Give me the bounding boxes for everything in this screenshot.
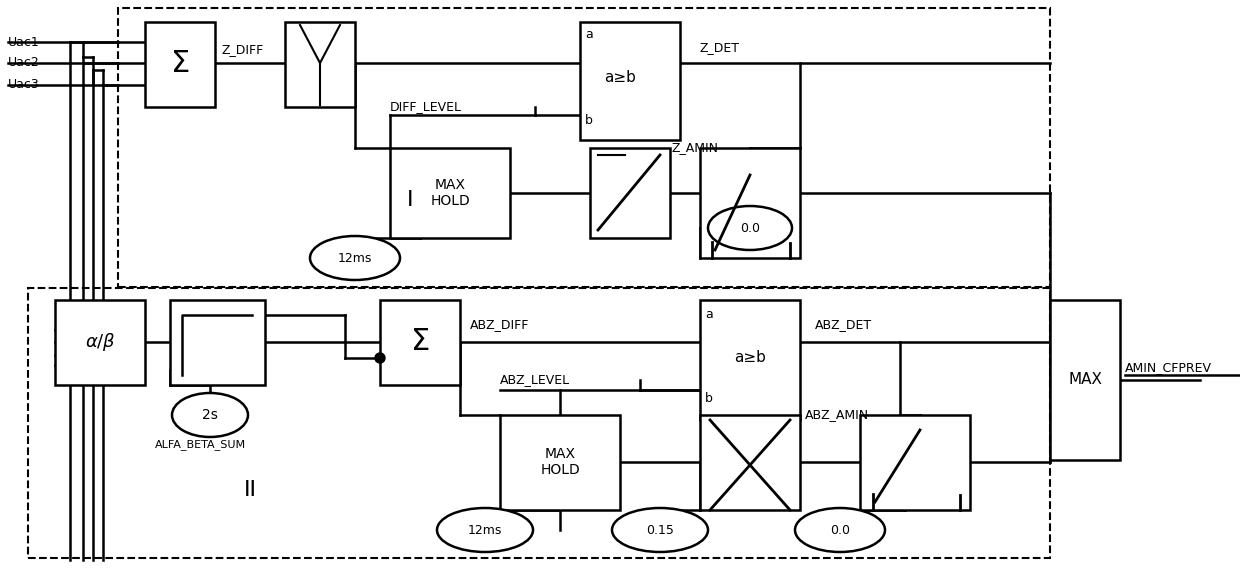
- Ellipse shape: [613, 508, 708, 552]
- Bar: [285, 22, 355, 107]
- Text: MAX
HOLD: MAX HOLD: [430, 178, 470, 208]
- Text: Uac2: Uac2: [7, 56, 40, 69]
- Bar: [861, 415, 970, 510]
- Text: Z_DIFF: Z_DIFF: [222, 44, 264, 56]
- Bar: [701, 300, 800, 420]
- Bar: [145, 22, 215, 107]
- Text: 0.15: 0.15: [646, 523, 673, 537]
- Text: Z_DET: Z_DET: [701, 41, 740, 55]
- Bar: [55, 300, 145, 385]
- Bar: [580, 22, 680, 140]
- Ellipse shape: [708, 206, 792, 250]
- Bar: [701, 148, 800, 258]
- Text: ABZ_AMIN: ABZ_AMIN: [805, 409, 869, 421]
- Text: $\Sigma$: $\Sigma$: [170, 49, 190, 79]
- Text: a: a: [706, 308, 713, 321]
- Text: II: II: [243, 480, 257, 500]
- Text: ABZ_LEVEL: ABZ_LEVEL: [500, 374, 570, 386]
- Bar: [170, 300, 265, 385]
- Text: a: a: [585, 29, 593, 41]
- Text: b: b: [585, 114, 593, 126]
- Text: ABZ_DIFF: ABZ_DIFF: [470, 319, 529, 332]
- Text: Z_AMIN: Z_AMIN: [672, 142, 719, 154]
- Bar: [118, 8, 1050, 287]
- Text: DIFF_LEVEL: DIFF_LEVEL: [391, 100, 463, 114]
- Bar: [701, 415, 800, 510]
- Text: MAX
HOLD: MAX HOLD: [541, 447, 580, 477]
- Bar: [590, 148, 670, 238]
- Bar: [379, 300, 460, 385]
- Bar: [391, 148, 510, 238]
- Ellipse shape: [310, 236, 401, 280]
- Text: I: I: [407, 190, 413, 210]
- Text: ABZ_DET: ABZ_DET: [815, 319, 872, 332]
- Bar: [1050, 300, 1120, 460]
- Ellipse shape: [172, 393, 248, 437]
- Text: a≥b: a≥b: [604, 71, 636, 86]
- Text: a≥b: a≥b: [734, 351, 766, 366]
- Text: MAX: MAX: [1068, 373, 1102, 387]
- Text: $\Sigma$: $\Sigma$: [410, 328, 430, 356]
- Text: AMIN_CFPREV: AMIN_CFPREV: [1125, 362, 1211, 374]
- Circle shape: [374, 353, 384, 363]
- Text: Uac3: Uac3: [7, 79, 40, 91]
- Text: 0.0: 0.0: [830, 523, 849, 537]
- Text: 0.0: 0.0: [740, 222, 760, 235]
- Text: ALFA_BETA_SUM: ALFA_BETA_SUM: [155, 440, 246, 451]
- Text: 12ms: 12ms: [467, 523, 502, 537]
- Text: Uac1: Uac1: [7, 36, 40, 48]
- Text: 12ms: 12ms: [337, 251, 372, 265]
- Bar: [500, 415, 620, 510]
- Text: $\alpha/\beta$: $\alpha/\beta$: [84, 331, 115, 353]
- Text: 2s: 2s: [202, 408, 218, 422]
- Bar: [29, 288, 1050, 558]
- Text: b: b: [706, 391, 713, 405]
- Ellipse shape: [436, 508, 533, 552]
- Ellipse shape: [795, 508, 885, 552]
